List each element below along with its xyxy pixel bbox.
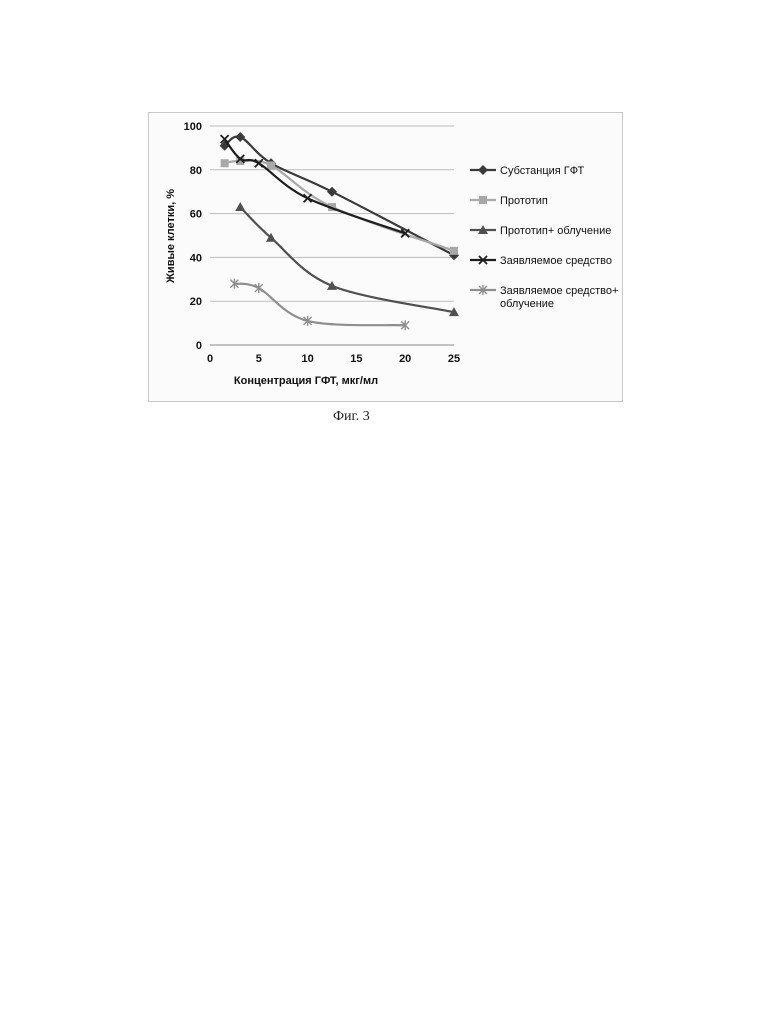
y-tick-label: 80 (190, 165, 202, 177)
x-tick-label: 5 (256, 353, 262, 365)
legend-label: Заявляемое средство (500, 255, 612, 267)
x-tick-label: 0 (207, 353, 213, 365)
x-tick-label: 20 (399, 353, 411, 365)
line-chart: 0 20 40 60 80 100 0 5 10 15 20 25 Субстанция ГФТ Про… (148, 112, 623, 402)
x-tick-label: 25 (448, 353, 460, 365)
y-tick-label: 40 (190, 252, 202, 264)
x-tick-label: 10 (301, 353, 313, 365)
legend-label: Прототип (500, 195, 548, 207)
legend-marker (479, 196, 487, 204)
chart-figure: 0 20 40 60 80 100 0 5 10 15 20 25 Субстанция ГФТ Про… (148, 112, 623, 402)
y-tick-label: 100 (184, 121, 202, 133)
y-axis-label: Живые клетки, % (165, 189, 177, 284)
figure-caption: Фиг. 3 (333, 409, 370, 425)
x-axis-label: Концентрация ГФТ, мкг/мл (234, 375, 378, 387)
y-tick-label: 60 (190, 209, 202, 221)
data-point (267, 161, 275, 169)
legend-label: Прототип+ облучение (500, 225, 611, 237)
data-point (221, 159, 229, 167)
x-tick-label: 15 (350, 353, 362, 365)
legend-label: Субстанция ГФТ (500, 165, 585, 177)
data-point (450, 247, 458, 255)
y-tick-label: 20 (190, 296, 202, 308)
y-tick-label: 0 (196, 340, 202, 352)
